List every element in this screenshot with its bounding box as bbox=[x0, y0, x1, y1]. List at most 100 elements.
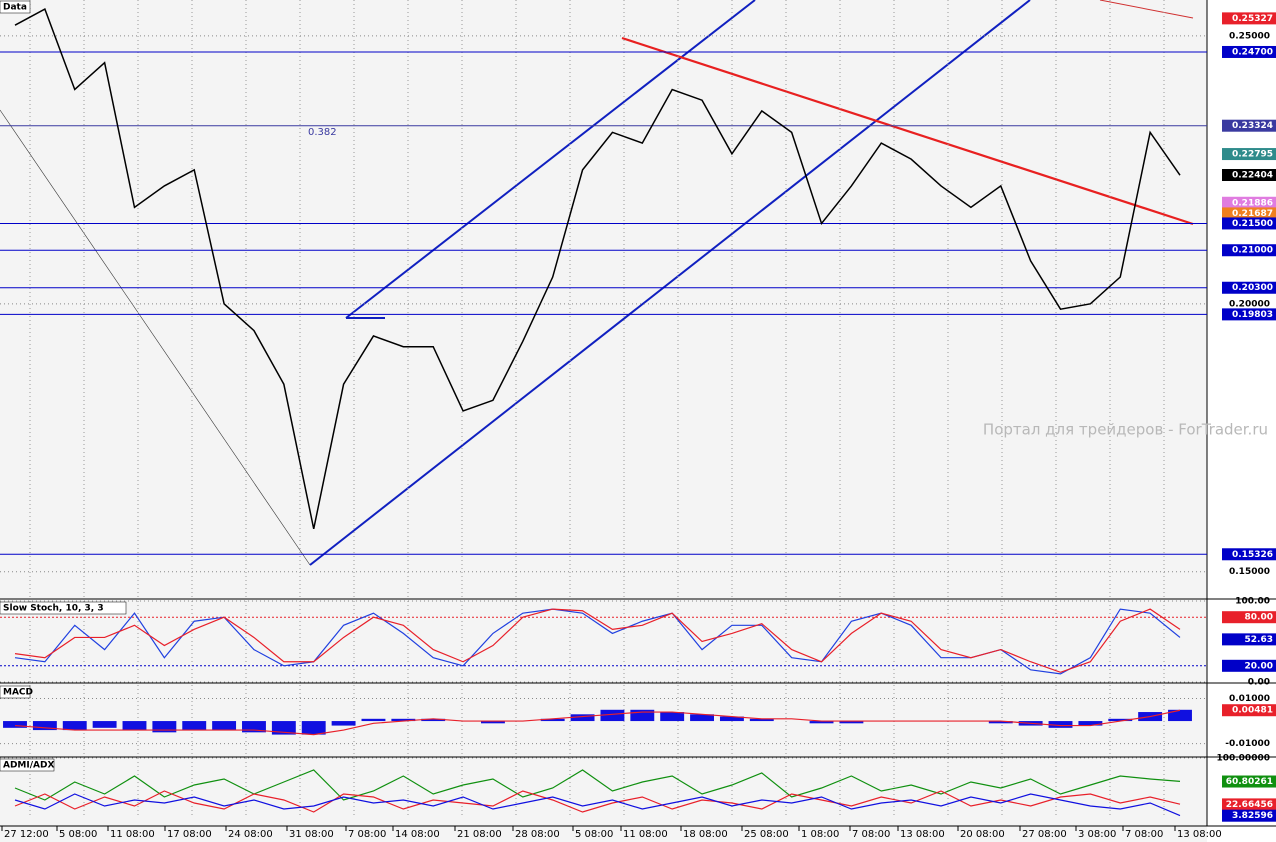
price-label: 52.63 bbox=[1245, 635, 1273, 645]
price-label-box bbox=[1222, 611, 1276, 624]
price-label-box bbox=[1222, 775, 1276, 788]
price-label: 0.23324 bbox=[1232, 121, 1273, 131]
y-tick-label: 100.00000 bbox=[1216, 754, 1270, 764]
price-axis bbox=[1207, 0, 1276, 842]
price-label-box bbox=[1222, 308, 1276, 321]
price-label: 0.21886 bbox=[1232, 198, 1273, 208]
panel-title: Data bbox=[3, 3, 27, 13]
x-tick-label: 27 12:00 bbox=[4, 829, 49, 840]
histogram-bar bbox=[182, 721, 207, 731]
histogram-bar bbox=[1108, 718, 1133, 722]
histogram-bar bbox=[570, 714, 595, 722]
x-tick-label: 7 08:00 bbox=[852, 829, 890, 840]
x-tick-label: 31 08:00 bbox=[289, 829, 334, 840]
x-tick-label: 25 08:00 bbox=[744, 829, 789, 840]
price-label: 20.00 bbox=[1245, 661, 1273, 671]
histogram-bar bbox=[212, 721, 237, 731]
y-tick-label: 0.01000 bbox=[1229, 694, 1270, 704]
price-label: 0.00481 bbox=[1232, 706, 1273, 716]
price-label-box bbox=[1222, 119, 1276, 132]
histogram-bar bbox=[630, 709, 655, 722]
price-label: 0.22795 bbox=[1232, 150, 1273, 160]
x-tick-label: 7 08:00 bbox=[1125, 829, 1163, 840]
series-line bbox=[14, 608, 1181, 673]
x-tick-label: 20 08:00 bbox=[960, 829, 1005, 840]
channel-line bbox=[309, 0, 1031, 566]
histogram-bar bbox=[301, 721, 326, 735]
panel-title-bg bbox=[0, 758, 55, 772]
trendline bbox=[1099, 0, 1194, 19]
histogram-bar bbox=[481, 721, 505, 724]
histogram-bar bbox=[540, 718, 565, 722]
histogram-bar bbox=[1078, 721, 1103, 726]
x-tick-label: 27 08:00 bbox=[1022, 829, 1067, 840]
x-tick-label: 13 08:00 bbox=[1177, 829, 1222, 840]
watermark: Портал для трейдеров - ForTrader.ru bbox=[983, 421, 1268, 439]
x-tick-label: 14 08:00 bbox=[395, 829, 440, 840]
price-label: 0.20300 bbox=[1232, 283, 1273, 293]
y-tick-label: 0.25000 bbox=[1229, 31, 1270, 41]
panel-title: Slow Stoch, 10, 3, 3 bbox=[3, 604, 104, 614]
panel-title-bg bbox=[0, 0, 31, 14]
x-tick-label: 21 08:00 bbox=[457, 829, 502, 840]
annotation: 0.382 bbox=[308, 127, 337, 138]
price-label-box bbox=[1222, 704, 1276, 717]
x-tick-label: 3 08:00 bbox=[1078, 829, 1116, 840]
price-label: 0.21687 bbox=[1232, 209, 1273, 219]
y-tick-label: 0.20000 bbox=[1229, 299, 1270, 309]
x-tick-label: 5 08:00 bbox=[575, 829, 613, 840]
price-label-box bbox=[1222, 281, 1276, 294]
price-label-box bbox=[1222, 148, 1276, 161]
price-label-box bbox=[1222, 12, 1276, 25]
histogram-bar bbox=[988, 721, 1013, 724]
panel-title-bg bbox=[0, 601, 127, 615]
price-label-box bbox=[1222, 207, 1276, 220]
histogram-bar bbox=[719, 716, 744, 722]
price-label-box bbox=[1222, 196, 1276, 209]
price-label-box bbox=[1222, 217, 1276, 230]
histogram-bar bbox=[809, 721, 834, 724]
histogram-bar bbox=[152, 721, 177, 733]
panel-title-bg bbox=[0, 685, 31, 699]
price-label: 0.21000 bbox=[1232, 246, 1273, 256]
series-line bbox=[14, 769, 1181, 801]
price-label-box bbox=[1222, 244, 1276, 257]
panel-title: ADMI/ADX bbox=[3, 761, 54, 771]
resistance-line bbox=[621, 36, 1194, 226]
price-label-box bbox=[1222, 548, 1276, 561]
price-label: 0.15326 bbox=[1232, 550, 1273, 560]
price-label: 0.21500 bbox=[1232, 219, 1273, 229]
price-label-box bbox=[1222, 633, 1276, 646]
price-label: 0.24700 bbox=[1232, 47, 1273, 57]
price-label: 22.66456 bbox=[1226, 800, 1273, 810]
x-tick-label: 24 08:00 bbox=[228, 829, 273, 840]
price-label-box bbox=[1222, 659, 1276, 672]
histogram-bar bbox=[32, 721, 57, 731]
drawings bbox=[0, 0, 1194, 566]
histogram-bar bbox=[600, 709, 625, 722]
x-tick-label: 11 08:00 bbox=[623, 829, 668, 840]
histogram-bar bbox=[1048, 721, 1073, 728]
histogram-bar bbox=[421, 718, 446, 722]
y-tick-label: 0.00 bbox=[1248, 678, 1270, 688]
price-label: 0.25327 bbox=[1232, 14, 1273, 24]
histogram-bar bbox=[271, 721, 296, 735]
histogram-bar bbox=[839, 721, 864, 724]
series-line bbox=[14, 793, 1181, 817]
x-tick-label: 28 08:00 bbox=[515, 829, 560, 840]
x-tick-label: 1 08:00 bbox=[801, 829, 839, 840]
y-tick-label: -0.01000 bbox=[1225, 739, 1270, 749]
x-tick-label: 17 08:00 bbox=[167, 829, 212, 840]
histogram-bar bbox=[361, 718, 386, 722]
series-line bbox=[14, 790, 1181, 813]
histogram-bar bbox=[92, 721, 117, 728]
histogram-bar bbox=[1168, 709, 1192, 722]
histogram-bar bbox=[242, 721, 266, 733]
price-label-box bbox=[1222, 809, 1276, 822]
price-label: 80.00 bbox=[1245, 613, 1273, 623]
series-line bbox=[14, 8, 1181, 530]
histogram-bar bbox=[331, 721, 356, 726]
